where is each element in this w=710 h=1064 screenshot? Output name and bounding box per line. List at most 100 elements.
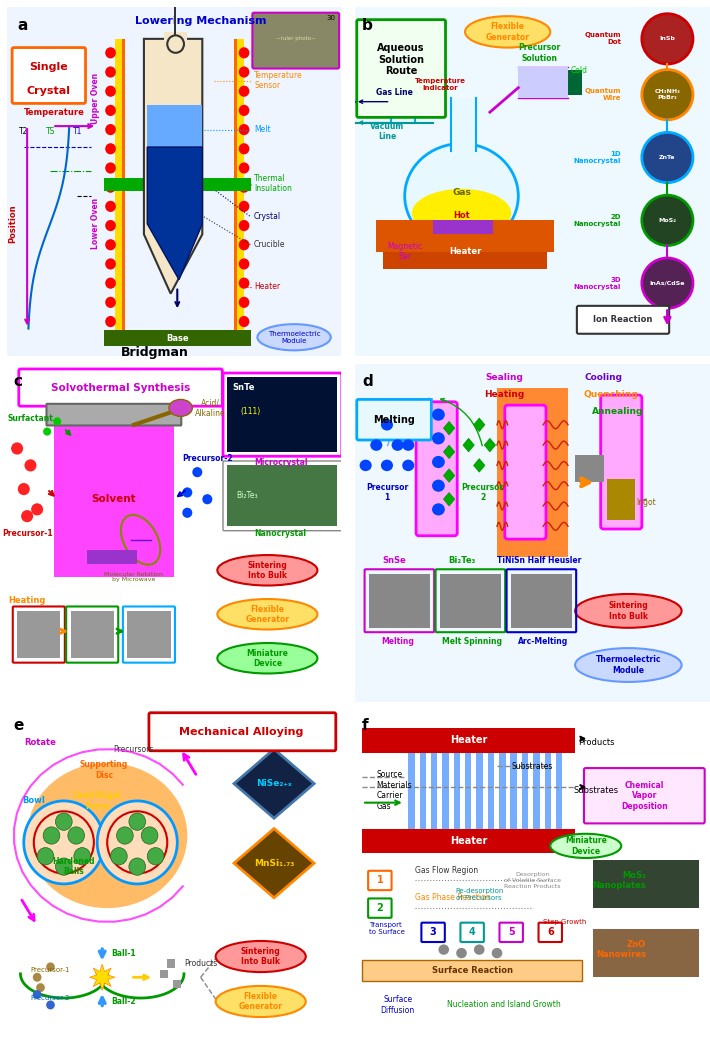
Bar bbox=[420, 752, 426, 829]
Text: Crucible: Crucible bbox=[254, 240, 285, 249]
Circle shape bbox=[381, 419, 393, 431]
Circle shape bbox=[37, 848, 54, 865]
Circle shape bbox=[239, 239, 249, 250]
Text: e: e bbox=[13, 718, 24, 733]
Bar bbox=[54, 415, 174, 577]
Bar bbox=[593, 929, 699, 977]
Circle shape bbox=[18, 483, 30, 495]
Text: Melt Spinning: Melt Spinning bbox=[442, 637, 502, 646]
Text: Heater: Heater bbox=[449, 247, 481, 256]
FancyBboxPatch shape bbox=[18, 369, 222, 406]
Bar bbox=[87, 550, 137, 564]
Bar bbox=[465, 752, 471, 829]
FancyBboxPatch shape bbox=[252, 13, 339, 68]
Circle shape bbox=[24, 460, 36, 471]
Bar bbox=[511, 573, 572, 628]
Bar bbox=[167, 960, 175, 967]
Circle shape bbox=[107, 811, 168, 874]
Text: Ion Reaction: Ion Reaction bbox=[594, 315, 652, 325]
Ellipse shape bbox=[412, 189, 511, 237]
Text: TS: TS bbox=[45, 127, 55, 136]
Text: T2: T2 bbox=[19, 127, 28, 136]
Text: Bridgman: Bridgman bbox=[121, 347, 188, 360]
Text: 1D
Nanocrystal: 1D Nanocrystal bbox=[574, 151, 621, 164]
Circle shape bbox=[105, 66, 116, 78]
Circle shape bbox=[239, 220, 249, 231]
Text: 5: 5 bbox=[508, 928, 515, 937]
Text: Mechanical Alloying: Mechanical Alloying bbox=[178, 727, 303, 736]
Circle shape bbox=[491, 948, 503, 959]
Circle shape bbox=[68, 827, 84, 844]
Bar bbox=[522, 752, 528, 829]
FancyBboxPatch shape bbox=[12, 48, 85, 103]
Ellipse shape bbox=[216, 941, 306, 972]
Circle shape bbox=[402, 439, 415, 451]
Circle shape bbox=[457, 948, 467, 959]
FancyBboxPatch shape bbox=[368, 870, 392, 891]
Text: 4: 4 bbox=[469, 928, 476, 937]
Polygon shape bbox=[89, 964, 115, 991]
Bar bbox=[164, 32, 187, 49]
Text: Products: Products bbox=[184, 959, 217, 968]
Bar bbox=[607, 479, 635, 519]
Circle shape bbox=[34, 811, 94, 874]
Text: Gas: Gas bbox=[452, 188, 471, 197]
Text: NiSe₂₊ₓ: NiSe₂₊ₓ bbox=[256, 779, 292, 788]
Circle shape bbox=[432, 503, 444, 515]
Circle shape bbox=[239, 163, 249, 173]
Bar bbox=[442, 752, 449, 829]
Text: Gas Flow Region: Gas Flow Region bbox=[415, 866, 479, 875]
Text: Flexible
Generator: Flexible Generator bbox=[246, 604, 290, 624]
Text: Precursor-1: Precursor-1 bbox=[31, 967, 70, 974]
Text: T1: T1 bbox=[72, 127, 82, 136]
Circle shape bbox=[432, 409, 444, 420]
Text: Sintering
Into Bulk: Sintering Into Bulk bbox=[608, 601, 648, 620]
Polygon shape bbox=[443, 493, 455, 506]
Text: Miniature
Device: Miniature Device bbox=[246, 649, 288, 668]
Text: Substrates: Substrates bbox=[574, 786, 619, 795]
Polygon shape bbox=[463, 438, 474, 452]
Circle shape bbox=[239, 297, 249, 307]
Circle shape bbox=[53, 417, 61, 426]
Text: Flexible
Generator: Flexible Generator bbox=[486, 22, 530, 41]
Text: Lowering Mechanism: Lowering Mechanism bbox=[135, 16, 266, 27]
Text: Heating: Heating bbox=[9, 596, 46, 605]
Circle shape bbox=[111, 848, 127, 865]
Ellipse shape bbox=[217, 643, 317, 674]
Bar bbox=[454, 752, 460, 829]
FancyBboxPatch shape bbox=[461, 922, 484, 942]
Ellipse shape bbox=[169, 399, 192, 416]
Circle shape bbox=[239, 66, 249, 78]
Circle shape bbox=[33, 972, 41, 982]
Circle shape bbox=[381, 460, 393, 471]
FancyBboxPatch shape bbox=[356, 19, 446, 117]
Circle shape bbox=[105, 85, 116, 97]
Text: Rotate: Rotate bbox=[25, 737, 56, 747]
Circle shape bbox=[239, 144, 249, 154]
Circle shape bbox=[642, 132, 693, 183]
Circle shape bbox=[105, 220, 116, 231]
Circle shape bbox=[105, 316, 116, 327]
Text: Heating: Heating bbox=[484, 389, 524, 399]
Text: (111): (111) bbox=[241, 406, 261, 416]
Text: Ball-2: Ball-2 bbox=[111, 997, 136, 1005]
Circle shape bbox=[105, 144, 116, 154]
Circle shape bbox=[46, 1000, 55, 1010]
Text: Precursor-2: Precursor-2 bbox=[31, 995, 70, 1001]
Circle shape bbox=[105, 278, 116, 288]
Bar bbox=[533, 752, 540, 829]
Ellipse shape bbox=[13, 749, 201, 921]
FancyBboxPatch shape bbox=[422, 922, 444, 942]
Text: Surface Reaction: Surface Reaction bbox=[432, 966, 513, 975]
Circle shape bbox=[371, 439, 383, 451]
Text: Bi₂Te₃: Bi₂Te₃ bbox=[236, 492, 258, 500]
Bar bbox=[568, 70, 582, 95]
Text: Melting: Melting bbox=[373, 415, 415, 425]
Circle shape bbox=[43, 428, 51, 435]
Bar bbox=[556, 752, 562, 829]
Circle shape bbox=[105, 163, 116, 173]
Bar bbox=[122, 39, 124, 332]
Circle shape bbox=[239, 201, 249, 212]
Text: SnSe: SnSe bbox=[382, 555, 406, 565]
Text: Precursor
Solution: Precursor Solution bbox=[518, 44, 561, 63]
